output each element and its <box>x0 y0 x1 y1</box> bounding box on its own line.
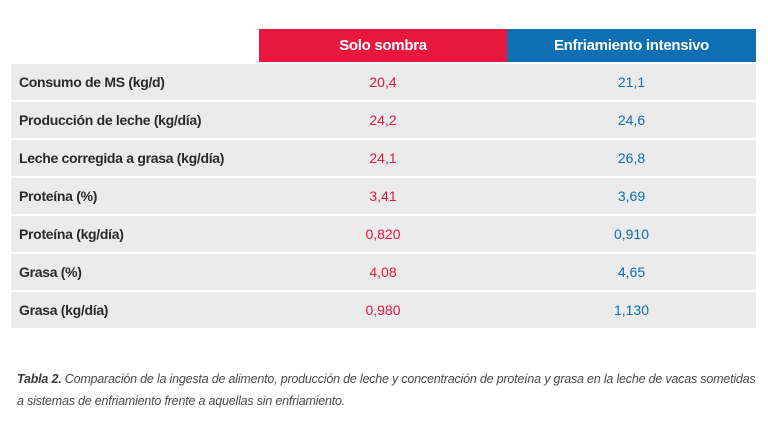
row-label: Producción de leche (kg/día) <box>11 100 259 138</box>
header-empty-cell <box>11 29 259 62</box>
value-enfriamiento: 4,65 <box>507 252 756 290</box>
value-enfriamiento: 24,6 <box>507 100 756 138</box>
row-label: Grasa (%) <box>11 252 259 290</box>
table-row: Proteína (kg/día) 0,820 0,910 <box>11 214 756 252</box>
value-enfriamiento: 21,1 <box>507 62 756 100</box>
value-solo-sombra: 0,820 <box>259 214 507 252</box>
table-row: Producción de leche (kg/día) 24,2 24,6 <box>11 100 756 138</box>
value-solo-sombra: 0,980 <box>259 290 507 328</box>
table-row: Leche corregida a grasa (kg/día) 24,1 26… <box>11 138 756 176</box>
row-label: Proteína (kg/día) <box>11 214 259 252</box>
caption-text: Comparación de la ingesta de alimento, p… <box>17 371 756 408</box>
value-solo-sombra: 24,2 <box>259 100 507 138</box>
value-solo-sombra: 3,41 <box>259 176 507 214</box>
table-row: Grasa (%) 4,08 4,65 <box>11 252 756 290</box>
value-enfriamiento: 1,130 <box>507 290 756 328</box>
table-row: Proteína (%) 3,41 3,69 <box>11 176 756 214</box>
value-enfriamiento: 3,69 <box>507 176 756 214</box>
value-enfriamiento: 0,910 <box>507 214 756 252</box>
table-header-row: Solo sombra Enfriamiento intensivo <box>11 29 756 62</box>
caption-label: Tabla 2. <box>17 371 62 386</box>
row-label: Consumo de MS (kg/d) <box>11 62 259 100</box>
row-label: Proteína (%) <box>11 176 259 214</box>
comparison-table: Solo sombra Enfriamiento intensivo Consu… <box>11 29 756 328</box>
value-solo-sombra: 20,4 <box>259 62 507 100</box>
comparison-table-container: Solo sombra Enfriamiento intensivo Consu… <box>11 29 756 328</box>
table-row: Consumo de MS (kg/d) 20,4 21,1 <box>11 62 756 100</box>
value-enfriamiento: 26,8 <box>507 138 756 176</box>
header-solo-sombra: Solo sombra <box>259 29 507 62</box>
value-solo-sombra: 24,1 <box>259 138 507 176</box>
value-solo-sombra: 4,08 <box>259 252 507 290</box>
row-label: Leche corregida a grasa (kg/día) <box>11 138 259 176</box>
row-label: Grasa (kg/día) <box>11 290 259 328</box>
header-enfriamiento-intensivo: Enfriamiento intensivo <box>507 29 756 62</box>
table-row: Grasa (kg/día) 0,980 1,130 <box>11 290 756 328</box>
table-caption: Tabla 2. Comparación de la ingesta de al… <box>17 368 762 412</box>
